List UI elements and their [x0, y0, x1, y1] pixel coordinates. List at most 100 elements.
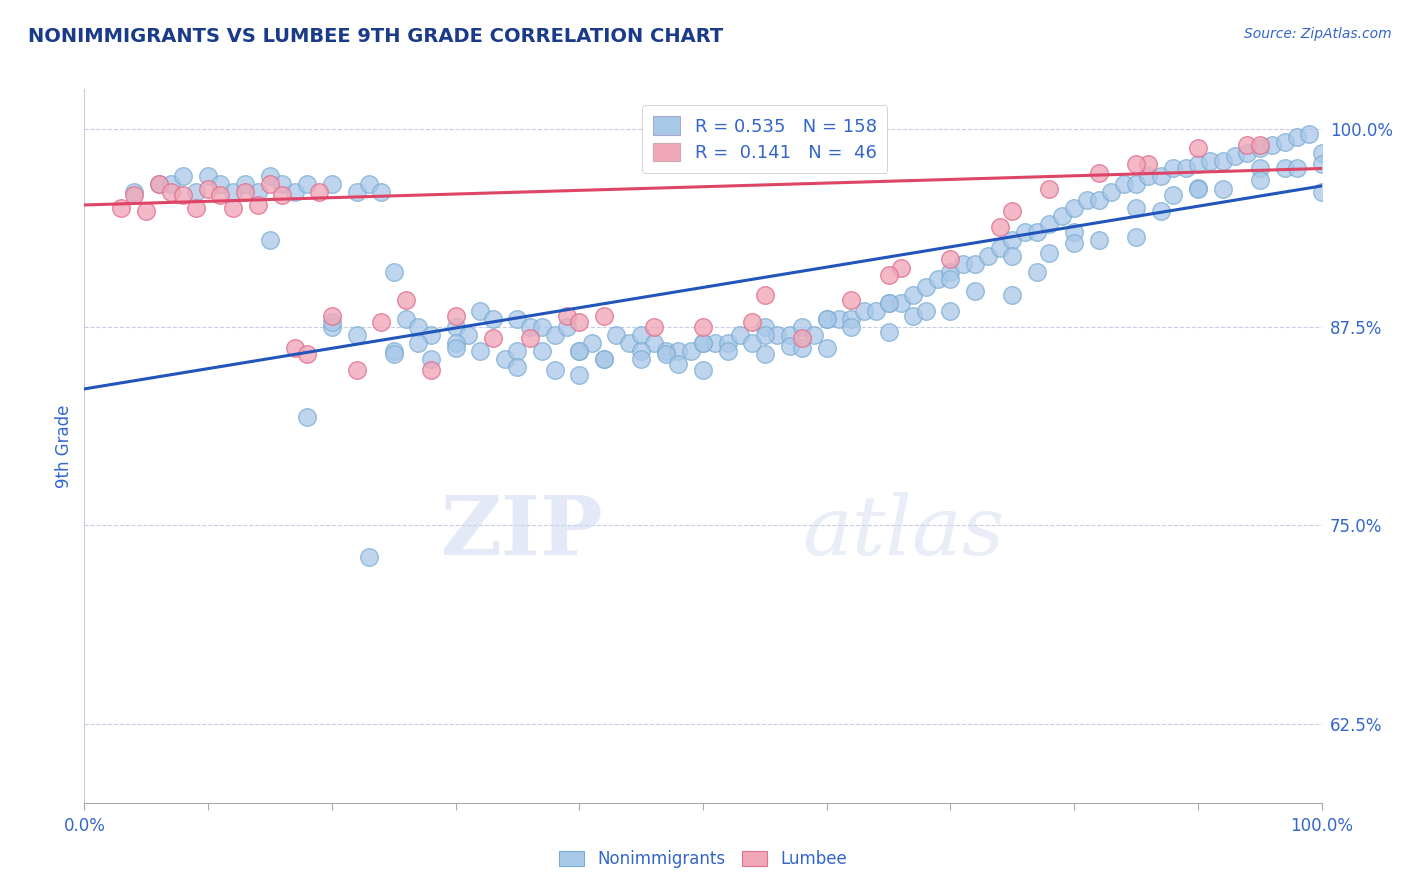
Point — [1137, 169, 1160, 184]
Point — [543, 328, 565, 343]
Point — [1038, 217, 1060, 231]
Legend: Nonimmigrants, Lumbee: Nonimmigrants, Lumbee — [553, 844, 853, 875]
Point — [1038, 182, 1060, 196]
Point — [568, 315, 591, 329]
Point — [1187, 141, 1209, 155]
Point — [284, 341, 307, 355]
Point — [395, 312, 418, 326]
Point — [259, 178, 281, 192]
Point — [1001, 249, 1024, 263]
Point — [593, 351, 616, 366]
Point — [184, 186, 207, 200]
Point — [321, 315, 343, 329]
Point — [754, 328, 776, 343]
Point — [246, 186, 269, 200]
Point — [790, 320, 813, 334]
Point — [408, 335, 430, 350]
Point — [444, 335, 467, 350]
Point — [679, 343, 702, 358]
Point — [1212, 182, 1234, 196]
Point — [828, 312, 851, 326]
Text: ZIP: ZIP — [441, 491, 605, 572]
Point — [506, 359, 529, 374]
Point — [295, 410, 318, 425]
Point — [233, 178, 256, 192]
Point — [209, 178, 232, 192]
Point — [1088, 233, 1111, 247]
Point — [457, 328, 479, 343]
Point — [470, 304, 492, 318]
Point — [815, 312, 838, 326]
Point — [506, 343, 529, 358]
Point — [877, 296, 900, 310]
Point — [1088, 193, 1111, 207]
Point — [172, 169, 194, 184]
Point — [766, 328, 789, 343]
Point — [692, 363, 714, 377]
Point — [382, 343, 405, 358]
Point — [284, 186, 307, 200]
Point — [555, 320, 578, 334]
Point — [630, 328, 652, 343]
Point — [444, 320, 467, 334]
Point — [135, 204, 157, 219]
Point — [939, 264, 962, 278]
Point — [568, 368, 591, 382]
Text: NONIMMIGRANTS VS LUMBEE 9TH GRADE CORRELATION CHART: NONIMMIGRANTS VS LUMBEE 9TH GRADE CORREL… — [28, 27, 723, 45]
Point — [259, 169, 281, 184]
Point — [1187, 180, 1209, 194]
Point — [1174, 161, 1197, 176]
Point — [704, 335, 727, 350]
Point — [1014, 225, 1036, 239]
Point — [271, 188, 294, 202]
Point — [630, 343, 652, 358]
Point — [1001, 204, 1024, 219]
Point — [568, 343, 591, 358]
Point — [1285, 129, 1308, 144]
Point — [890, 296, 912, 310]
Point — [1223, 149, 1246, 163]
Point — [1310, 157, 1333, 171]
Point — [222, 186, 245, 200]
Point — [419, 351, 441, 366]
Point — [717, 335, 740, 350]
Point — [815, 312, 838, 326]
Point — [160, 178, 183, 192]
Point — [531, 320, 554, 334]
Point — [1063, 201, 1085, 215]
Point — [1125, 178, 1147, 192]
Point — [1274, 161, 1296, 176]
Point — [841, 320, 863, 334]
Point — [741, 335, 763, 350]
Point — [1063, 225, 1085, 239]
Point — [1298, 127, 1320, 141]
Point — [1199, 153, 1222, 168]
Point — [419, 363, 441, 377]
Point — [692, 320, 714, 334]
Point — [1249, 172, 1271, 186]
Point — [1212, 153, 1234, 168]
Point — [1050, 209, 1073, 223]
Point — [1125, 157, 1147, 171]
Point — [1063, 235, 1085, 250]
Point — [666, 343, 689, 358]
Point — [692, 335, 714, 350]
Point — [1249, 137, 1271, 152]
Point — [160, 186, 183, 200]
Point — [531, 343, 554, 358]
Legend: R = 0.535   N = 158, R =  0.141   N =  46: R = 0.535 N = 158, R = 0.141 N = 46 — [643, 105, 887, 173]
Point — [1187, 182, 1209, 196]
Point — [643, 320, 665, 334]
Point — [903, 309, 925, 323]
Point — [779, 328, 801, 343]
Point — [877, 268, 900, 282]
Point — [172, 188, 194, 202]
Point — [1076, 193, 1098, 207]
Point — [1236, 145, 1258, 160]
Text: Source: ZipAtlas.com: Source: ZipAtlas.com — [1244, 27, 1392, 41]
Point — [122, 186, 145, 200]
Point — [692, 335, 714, 350]
Point — [295, 178, 318, 192]
Point — [593, 309, 616, 323]
Point — [555, 309, 578, 323]
